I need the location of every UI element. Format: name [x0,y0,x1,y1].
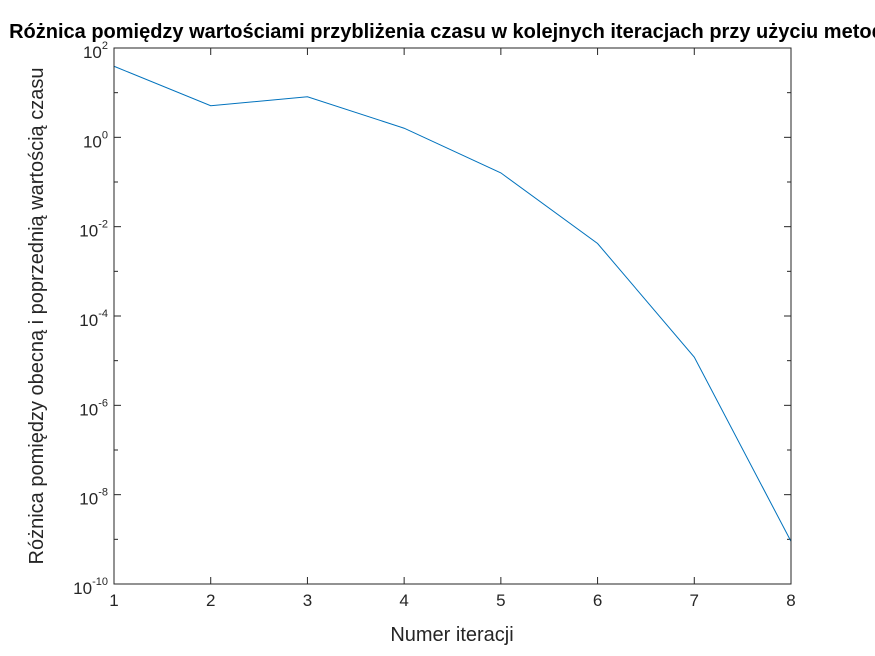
y-tick-label: 10-6 [79,397,108,419]
x-ticks: 1 2 3 4 5 6 7 8 [109,48,796,610]
x-tick-label: 5 [496,591,505,610]
x-tick-label: 2 [206,591,215,610]
y-tick-label-exponent: -2 [98,219,108,231]
axes-box [113,47,792,585]
y-tick-label-exponent: -8 [98,487,108,499]
y-tick-label-base: 10 [83,132,102,151]
y-tick-label-base: 10 [73,579,92,598]
y-tick-label: 102 [83,40,108,62]
series-layer [113,65,792,542]
y-tick-label: 10-4 [79,308,108,330]
x-tick-label: 3 [303,591,312,610]
y-tick-label: 10-10 [73,576,108,598]
y-tick-label-exponent: 0 [102,129,108,141]
y-tick-label-base: 10 [79,311,98,330]
y-tick-label-exponent: -4 [98,308,108,320]
y-tick-label-base: 10 [83,43,102,62]
y-minor-ticks [114,92,791,540]
chart-title: Różnica pomiędzy wartościami przybliżeni… [9,21,875,43]
y-tick-label-exponent: -6 [98,397,108,409]
x-axis-label: Numer iteracji [390,624,513,646]
y-tick-label-base: 10 [79,222,98,241]
x-tick-label: 4 [399,591,408,610]
y-tick-label-exponent: 2 [102,40,108,52]
x-tick-label: 6 [593,591,602,610]
y-tick-label-base: 10 [79,400,98,419]
x-tick-label: 1 [109,591,118,610]
series-line [113,65,792,542]
x-tick-label: 7 [690,591,699,610]
y-tick-label: 10-8 [79,487,108,509]
y-axis-label: Różnica pomiędzy obecną i poprzednią war… [26,68,48,565]
y-tick-label: 100 [83,129,108,151]
y-tick-label-base: 10 [79,490,98,509]
x-tick-label: 8 [786,591,795,610]
y-tick-label: 10-2 [79,219,108,241]
axes-background [114,48,791,584]
y-tick-label-exponent: -10 [92,576,108,588]
